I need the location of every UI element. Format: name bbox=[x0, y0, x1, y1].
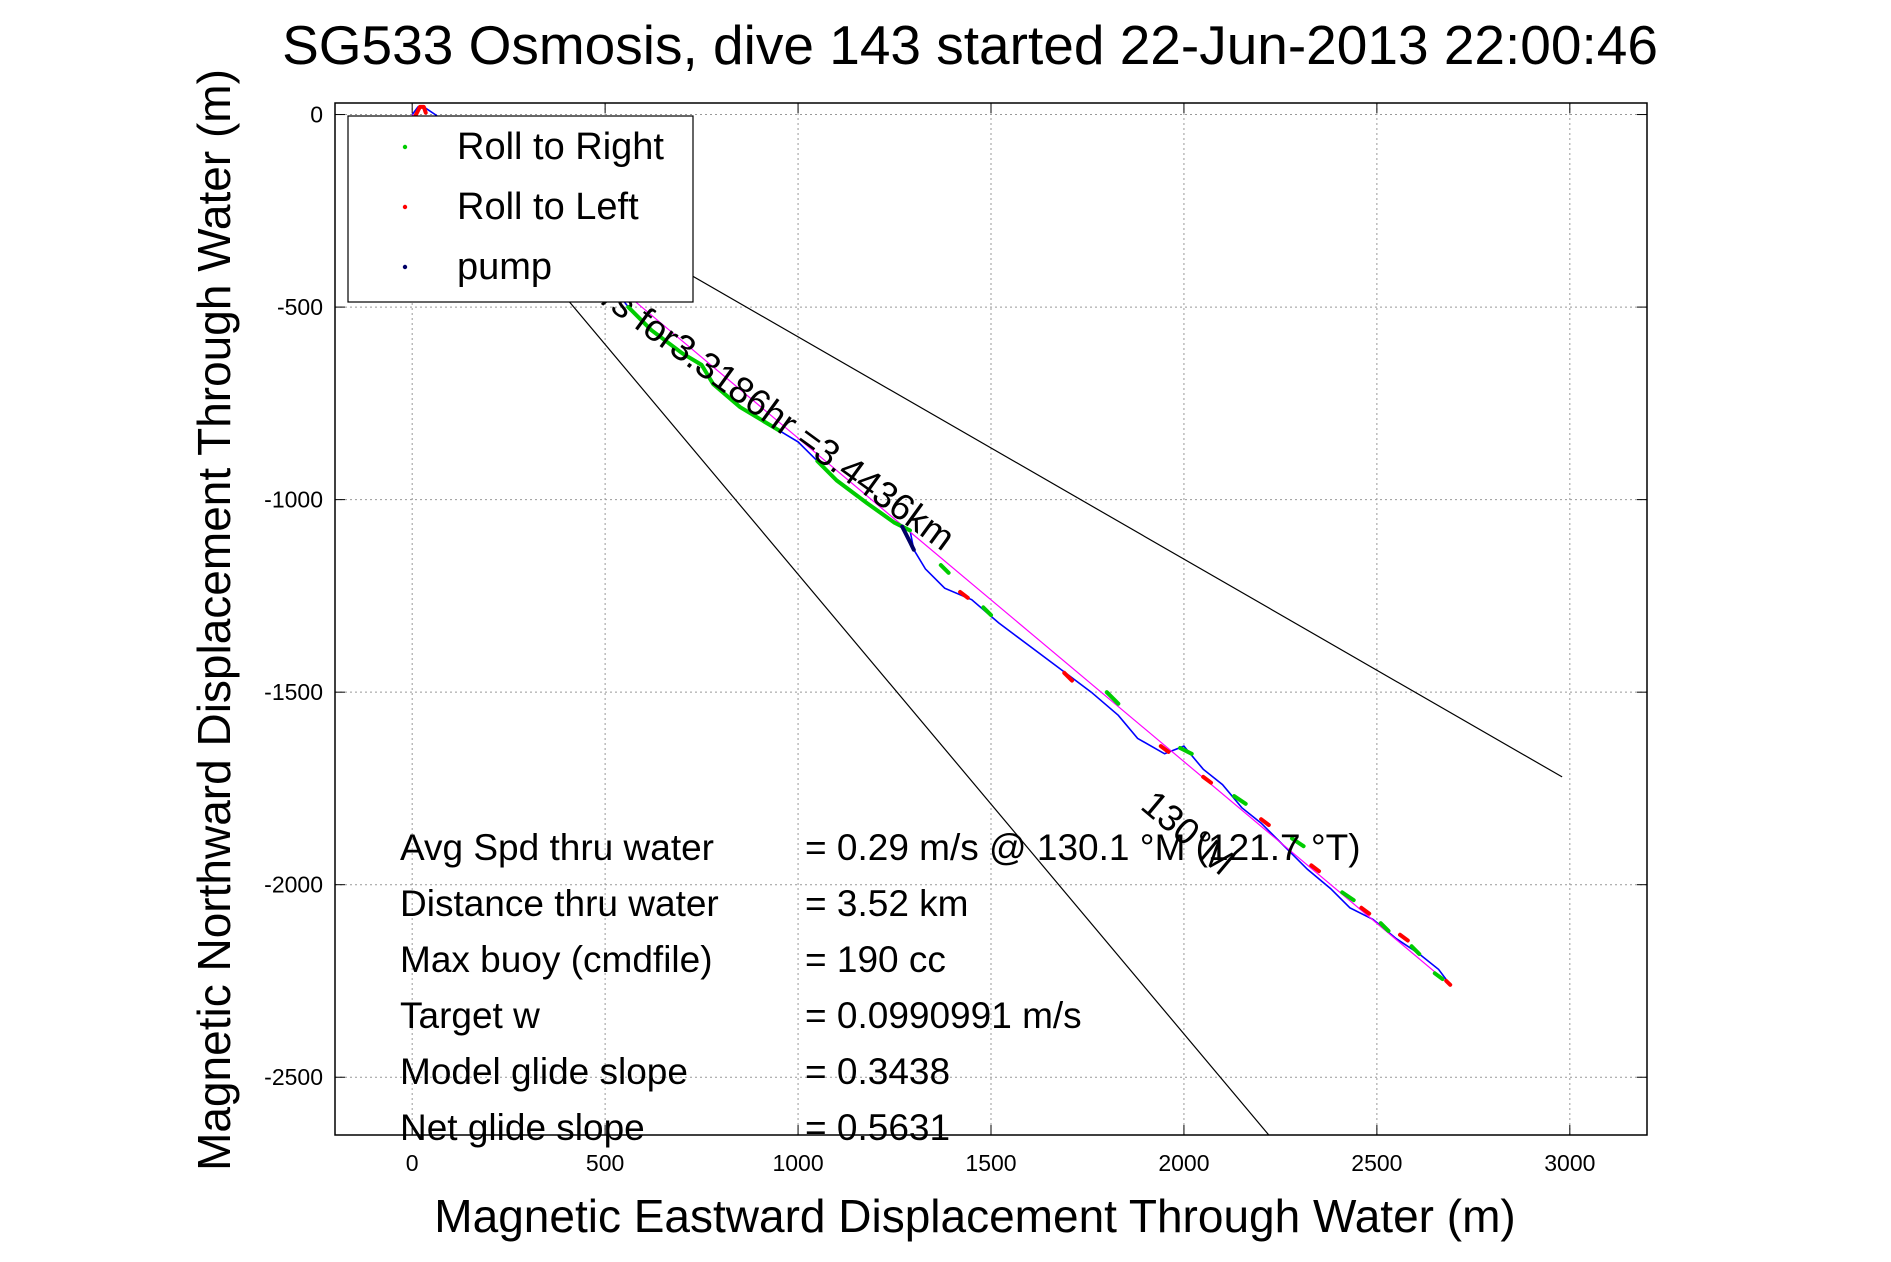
stat-label: Max buoy (cmdfile) bbox=[400, 939, 713, 980]
stat-value: = 0.5631 bbox=[805, 1107, 950, 1148]
stat-value: = 0.0990991 m/s bbox=[805, 995, 1082, 1036]
legend-label: Roll to Left bbox=[457, 186, 639, 228]
stats-block: Avg Spd thru water = 0.29 m/s @ 130.1 °M … bbox=[400, 827, 1361, 1148]
stat-value: = 0.3438 bbox=[805, 1051, 950, 1092]
y-tick-label: -1000 bbox=[264, 487, 323, 513]
roll-right-segment bbox=[981, 605, 993, 618]
roll-left-segment bbox=[1398, 932, 1410, 943]
stat-label: Model glide slope bbox=[400, 1051, 688, 1092]
stat-label: Net glide slope bbox=[400, 1107, 645, 1148]
x-tick-label: 500 bbox=[586, 1150, 624, 1176]
y-tick-label: -1500 bbox=[264, 679, 323, 705]
roll-right-segment bbox=[1104, 690, 1121, 706]
stat-value: = 0.29 m/s @ 130.1 °M (121.7 °T) bbox=[805, 827, 1361, 868]
roll-right-segment bbox=[1378, 921, 1391, 933]
x-tick-label: 1000 bbox=[772, 1150, 823, 1176]
stat-value: = 190 cc bbox=[805, 939, 946, 980]
stat-label: Avg Spd thru water bbox=[400, 827, 714, 868]
grid-lines bbox=[335, 103, 1647, 1135]
roll-right-segment bbox=[1340, 890, 1356, 903]
x-tick-label: 2500 bbox=[1351, 1150, 1402, 1176]
x-tick-label: 3000 bbox=[1544, 1150, 1595, 1176]
roll-right-segment bbox=[1432, 971, 1445, 981]
y-tick-label: -2500 bbox=[264, 1064, 323, 1090]
stat-value: = 3.52 km bbox=[805, 883, 969, 924]
axis-ticks: 0 500 1000 1500 2000 2500 3000 0 -500 -1000 -1500 -… bbox=[264, 102, 1647, 1176]
x-tick-label: 1500 bbox=[965, 1150, 1016, 1176]
legend-label: pump bbox=[457, 246, 552, 288]
roll-segments-layer bbox=[414, 104, 1453, 987]
roll-right-segment bbox=[1178, 746, 1194, 756]
stat-label: Distance thru water bbox=[400, 883, 719, 924]
x-tick-label: 2000 bbox=[1158, 1150, 1209, 1176]
legend-marker bbox=[402, 204, 408, 210]
stat-label: Target w bbox=[400, 995, 540, 1036]
roll-right-segment bbox=[1290, 836, 1306, 849]
legend-label: Roll to Right bbox=[457, 126, 664, 168]
roll-left-segment bbox=[414, 104, 428, 117]
legend: Roll to Right Roll to Left pump bbox=[347, 115, 694, 303]
y-axis-label: Magnetic Northward Displacement Through … bbox=[188, 69, 240, 1171]
legend-marker bbox=[402, 144, 408, 150]
chart-title: SG533 Osmosis, dive 143 started 22-Jun-2… bbox=[282, 14, 1658, 76]
roll-right-segment bbox=[938, 563, 951, 575]
roll-left-segment bbox=[1359, 905, 1372, 916]
roll-left-segment bbox=[1444, 979, 1453, 987]
roll-left-segment bbox=[1309, 863, 1321, 874]
y-tick-label: -500 bbox=[277, 294, 323, 320]
roll-left-segment bbox=[1062, 670, 1074, 683]
roll-right-segment bbox=[1409, 944, 1422, 956]
roll-right-segment bbox=[1232, 794, 1248, 806]
legend-marker bbox=[402, 264, 408, 270]
roll-left-segment bbox=[1259, 817, 1271, 827]
y-tick-label: 0 bbox=[310, 102, 323, 128]
y-tick-label: -2000 bbox=[264, 872, 323, 898]
x-axis-label: Magnetic Eastward Displacement Through W… bbox=[434, 1190, 1515, 1242]
pump-segment bbox=[900, 524, 916, 552]
roll-right-segment bbox=[626, 305, 781, 433]
roll-right-segment bbox=[815, 459, 912, 533]
roll-left-segment bbox=[1201, 774, 1213, 785]
x-tick-label: 0 bbox=[406, 1150, 419, 1176]
roll-left-segment bbox=[1158, 744, 1171, 754]
roll-left-segment bbox=[958, 590, 970, 600]
legend-items: Roll to Right Roll to Left pump bbox=[402, 126, 664, 288]
